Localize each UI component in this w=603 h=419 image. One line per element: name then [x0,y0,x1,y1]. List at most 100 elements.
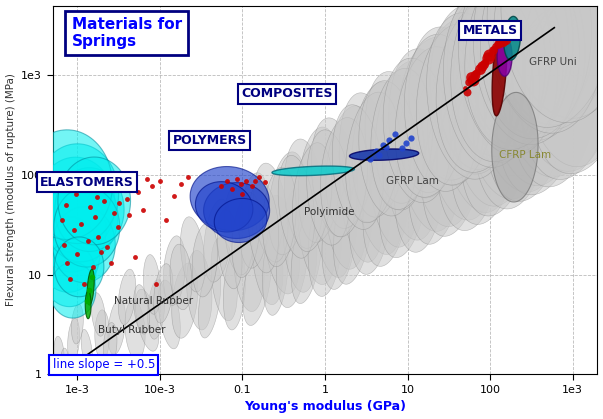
Polygon shape [278,155,315,258]
Polygon shape [154,264,173,323]
Polygon shape [453,0,551,156]
Polygon shape [248,181,279,273]
Text: line slope = +0.5: line slope = +0.5 [52,358,155,371]
Polygon shape [511,0,603,171]
Polygon shape [307,130,350,245]
Text: GFRP Uni: GFRP Uni [529,57,577,67]
Polygon shape [417,18,497,180]
Polygon shape [243,243,271,326]
Polygon shape [36,144,119,243]
Polygon shape [298,127,340,242]
Polygon shape [461,58,532,216]
Polygon shape [95,310,110,360]
Polygon shape [192,223,218,297]
Polygon shape [49,358,56,382]
Polygon shape [211,238,238,321]
Polygon shape [520,0,603,179]
Polygon shape [170,244,192,310]
Polygon shape [437,81,500,230]
Polygon shape [311,118,358,237]
Polygon shape [326,106,374,228]
Polygon shape [370,112,420,247]
Polygon shape [144,255,160,314]
Polygon shape [399,90,459,231]
Polygon shape [234,222,264,312]
Polygon shape [262,167,296,266]
Polygon shape [490,6,576,186]
Polygon shape [104,323,117,366]
Polygon shape [481,0,592,139]
Polygon shape [159,280,180,349]
Polygon shape [470,0,573,146]
Polygon shape [321,118,367,237]
Polygon shape [405,34,479,191]
Polygon shape [408,106,463,244]
Polygon shape [476,18,561,192]
Polygon shape [118,269,136,325]
Polygon shape [298,176,336,285]
Polygon shape [409,27,485,186]
Polygon shape [251,210,283,305]
Text: CFRP Lam: CFRP Lam [499,150,552,160]
Polygon shape [55,168,124,251]
Polygon shape [204,199,232,282]
Polygon shape [292,143,332,251]
Polygon shape [412,78,476,227]
Polygon shape [312,163,351,277]
Polygon shape [530,0,603,174]
Polygon shape [232,193,260,277]
Polygon shape [340,140,384,262]
Polygon shape [43,172,118,262]
Polygon shape [447,0,540,163]
Polygon shape [163,236,186,305]
Polygon shape [427,13,511,179]
Polygon shape [497,36,512,76]
Polygon shape [54,187,120,267]
Polygon shape [352,82,406,217]
Polygon shape [37,188,106,272]
Polygon shape [87,269,94,305]
Polygon shape [214,199,267,243]
Polygon shape [365,72,425,210]
X-axis label: Young's modulus (GPa): Young's modulus (GPa) [244,401,406,414]
Polygon shape [81,329,92,369]
Polygon shape [483,0,596,134]
Polygon shape [186,251,212,330]
Polygon shape [503,0,603,118]
Polygon shape [268,152,306,255]
Polygon shape [85,291,91,319]
Polygon shape [436,2,523,172]
Polygon shape [339,93,390,222]
Polygon shape [453,43,528,206]
Polygon shape [476,0,585,140]
Polygon shape [397,37,467,193]
Polygon shape [276,213,308,308]
Polygon shape [134,285,150,334]
Polygon shape [463,0,563,152]
Polygon shape [284,139,323,248]
Text: GFRP Lam: GFRP Lam [386,176,439,186]
Polygon shape [395,47,466,197]
Polygon shape [465,0,569,150]
Polygon shape [239,173,270,268]
Polygon shape [346,92,400,223]
Polygon shape [359,81,417,216]
Polygon shape [350,149,418,160]
Polygon shape [441,55,513,212]
Polygon shape [60,348,69,378]
Text: ELASTOMERS: ELASTOMERS [40,176,134,189]
Polygon shape [494,0,603,127]
Polygon shape [443,0,533,168]
Polygon shape [376,61,440,203]
Polygon shape [172,263,198,338]
Polygon shape [108,299,125,354]
Polygon shape [497,0,603,125]
Polygon shape [135,289,159,351]
Polygon shape [371,68,432,209]
Polygon shape [383,58,450,203]
Polygon shape [148,279,165,339]
Polygon shape [253,163,288,262]
Polygon shape [474,46,549,209]
Polygon shape [384,101,438,240]
Polygon shape [492,92,538,202]
